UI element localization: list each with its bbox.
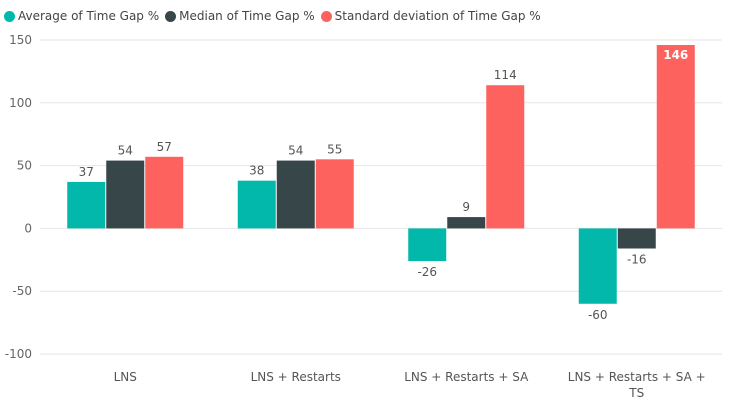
x-tick-label-line: LNS + Restarts + SA + [568, 370, 706, 384]
bar[interactable] [237, 180, 276, 229]
bar[interactable] [408, 228, 447, 262]
x-tick-label: LNS + Restarts + SA [404, 370, 529, 384]
x-tick-label: LNS + Restarts + SA + TS [568, 370, 706, 400]
legend-item-median[interactable]: Median of Time Gap % [165, 9, 315, 23]
y-tick-label: 50 [17, 159, 32, 173]
bar[interactable] [67, 181, 106, 229]
legend-label-stddev: Standard deviation of Time Gap % [334, 9, 541, 23]
data-labels: 37 54 57 38 54 55 -26 9 114 -60 -16 146 [79, 48, 689, 322]
y-tick-label: -100 [5, 347, 32, 361]
y-axis: 150 100 50 0 -50 -100 [5, 33, 32, 361]
x-tick-label-line: TS [628, 386, 644, 400]
chart-legend: Average of Time Gap % Median of Time Gap… [4, 6, 547, 26]
data-label: 57 [157, 140, 172, 154]
bar[interactable] [276, 160, 315, 229]
x-tick-label: LNS [114, 370, 137, 384]
y-tick-label: 100 [9, 96, 32, 110]
legend-marker-average [4, 10, 15, 22]
x-tick-label-line: LNS + Restarts [251, 370, 341, 384]
legend-item-average[interactable]: Average of Time Gap % [4, 9, 159, 23]
bar[interactable] [447, 217, 486, 229]
y-tick-label: 0 [24, 221, 32, 235]
x-tick-label: LNS + Restarts [251, 370, 341, 384]
x-axis: LNS LNS + Restarts LNS + Restarts + SA LNS … [114, 370, 706, 400]
x-tick-label-line: LNS [114, 370, 137, 384]
legend-marker-stddev [320, 10, 332, 22]
data-label: 54 [288, 144, 303, 158]
data-label: 114 [494, 68, 517, 82]
data-label: 54 [118, 144, 133, 158]
data-label: 55 [327, 142, 342, 156]
x-tick-label-line: LNS + Restarts + SA [404, 370, 529, 384]
bars [67, 45, 695, 304]
bar[interactable] [106, 160, 145, 229]
data-label: 37 [79, 165, 94, 179]
bar[interactable] [145, 156, 184, 229]
bar[interactable] [656, 45, 695, 229]
legend-label-average: Average of Time Gap % [18, 9, 160, 23]
data-label: 146 [663, 48, 688, 62]
bar[interactable] [315, 159, 354, 229]
data-label: -26 [417, 265, 437, 279]
legend-marker-median [165, 10, 177, 22]
legend-label-median: Median of Time Gap % [179, 9, 315, 23]
y-tick-label: 150 [9, 33, 32, 47]
bar[interactable] [486, 85, 525, 229]
legend-item-stddev[interactable]: Standard deviation of Time Gap % [320, 9, 541, 23]
y-tick-label: -50 [12, 284, 32, 298]
data-label: -16 [627, 252, 647, 266]
data-label: -60 [588, 308, 608, 322]
bar[interactable] [617, 228, 656, 249]
bar[interactable] [578, 228, 617, 304]
data-label: 38 [249, 164, 264, 178]
data-label: 9 [462, 200, 470, 214]
